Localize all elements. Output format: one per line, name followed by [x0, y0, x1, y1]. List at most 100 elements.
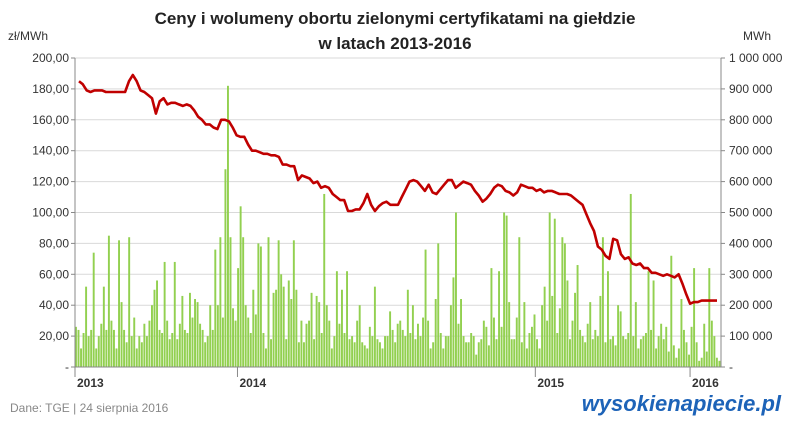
- volume-bar: [667, 351, 670, 367]
- volume-bar: [634, 302, 637, 367]
- volume-bar: [259, 246, 262, 367]
- right-tick-label: 800 000: [729, 113, 773, 127]
- volume-bar: [401, 329, 404, 367]
- volume-bar: [181, 295, 184, 367]
- volume-bar: [379, 342, 381, 367]
- volume-bar: [384, 336, 386, 367]
- volume-bar: [87, 336, 90, 367]
- volume-bar: [543, 286, 546, 367]
- volume-bar: [703, 323, 706, 367]
- volume-bar: [270, 339, 272, 367]
- volume-bar: [338, 323, 341, 367]
- volume-bar: [75, 326, 77, 367]
- volume-bar: [242, 237, 245, 367]
- volume-bar: [495, 339, 498, 367]
- volume-bar: [156, 280, 158, 367]
- volume-bar: [295, 289, 298, 367]
- volume-bar: [645, 333, 647, 367]
- volume-bar: [201, 329, 204, 367]
- volume-bar: [419, 336, 422, 367]
- volume-bar: [97, 336, 100, 367]
- volume-bar: [161, 333, 164, 367]
- volume-bar: [599, 295, 602, 367]
- volume-bar: [584, 342, 587, 367]
- volume-bar: [518, 237, 521, 367]
- volume-bar: [434, 299, 437, 367]
- chart-title-line1: Ceny i wolumeny obortu zielonymi certyfi…: [155, 9, 636, 28]
- volume-bar: [232, 308, 234, 367]
- volume-bar: [607, 271, 609, 367]
- volume-bar: [363, 345, 366, 367]
- volume-bar: [171, 333, 174, 367]
- volume-bar: [386, 336, 389, 367]
- volume-bar: [252, 289, 255, 367]
- volume-bar: [485, 326, 488, 367]
- volume-bar: [376, 339, 379, 367]
- right-tick-label: 600 000: [729, 175, 773, 189]
- volume-bar: [561, 237, 564, 367]
- volume-bar: [614, 345, 617, 367]
- volume-bar: [520, 342, 523, 367]
- price-line: [78, 73, 717, 305]
- volume-bar: [262, 333, 265, 367]
- volume-bar: [341, 289, 343, 367]
- volume-bar: [447, 336, 450, 367]
- volume-bar: [272, 292, 275, 367]
- volume-bar: [708, 268, 711, 367]
- volume-bar: [563, 243, 566, 367]
- volume-bar: [465, 342, 468, 367]
- left-tick-label: 120,00: [32, 175, 69, 189]
- volume-bar: [546, 320, 549, 367]
- left-tick-label: 200,00: [32, 51, 69, 65]
- volume-bar: [677, 348, 680, 367]
- volume-bar: [128, 237, 131, 367]
- volume-bar: [335, 271, 338, 367]
- volume-bar: [487, 345, 490, 367]
- left-tick-label: 40,00: [39, 298, 69, 312]
- volume-bar: [214, 249, 217, 367]
- volume-bar: [313, 339, 316, 367]
- volume-bar: [275, 289, 278, 367]
- right-tick-label: 100 000: [729, 329, 773, 343]
- volume-bar: [665, 326, 668, 367]
- volume-bar: [348, 339, 351, 367]
- volume-bar: [315, 295, 318, 367]
- volume-bar: [589, 302, 592, 367]
- volume-bar: [247, 317, 250, 367]
- volume-bar: [300, 320, 303, 367]
- volume-bar: [409, 333, 412, 367]
- volume-bar: [637, 348, 640, 367]
- volume-bar: [77, 329, 80, 367]
- volume-bar: [368, 326, 371, 367]
- volume-bar: [693, 268, 696, 367]
- volume-bar: [209, 305, 212, 367]
- volume-bar: [389, 311, 392, 367]
- volume-bar: [548, 212, 551, 367]
- volume-bar: [265, 348, 267, 367]
- x-tick-label: 2013: [77, 376, 104, 390]
- volume-bar: [153, 289, 156, 367]
- volume-bar: [216, 305, 219, 367]
- x-tick-label: 2014: [239, 376, 266, 390]
- volume-bar: [282, 286, 285, 367]
- volume-bar: [449, 305, 452, 367]
- volume-bar: [323, 193, 326, 367]
- volume-bar: [556, 333, 559, 367]
- volume-bar: [439, 333, 442, 367]
- right-tick-label: 300 000: [729, 267, 773, 281]
- volume-bar: [244, 305, 247, 367]
- volume-bar: [718, 360, 721, 367]
- volume-bar: [196, 302, 199, 367]
- volume-bar: [110, 320, 113, 367]
- volume-bar: [227, 85, 229, 367]
- volume-bar: [173, 261, 176, 367]
- volume-bar: [515, 317, 518, 367]
- volume-bar: [325, 305, 328, 367]
- right-axis-unit: MWh: [743, 29, 771, 43]
- volume-bar: [662, 339, 665, 367]
- right-axis-ticks: - 100 000 200 000 300 000 400 000 500 000 600 …: [721, 51, 783, 374]
- volume-bar: [429, 348, 432, 367]
- volume-bar: [158, 329, 161, 367]
- volume-bar: [424, 249, 427, 367]
